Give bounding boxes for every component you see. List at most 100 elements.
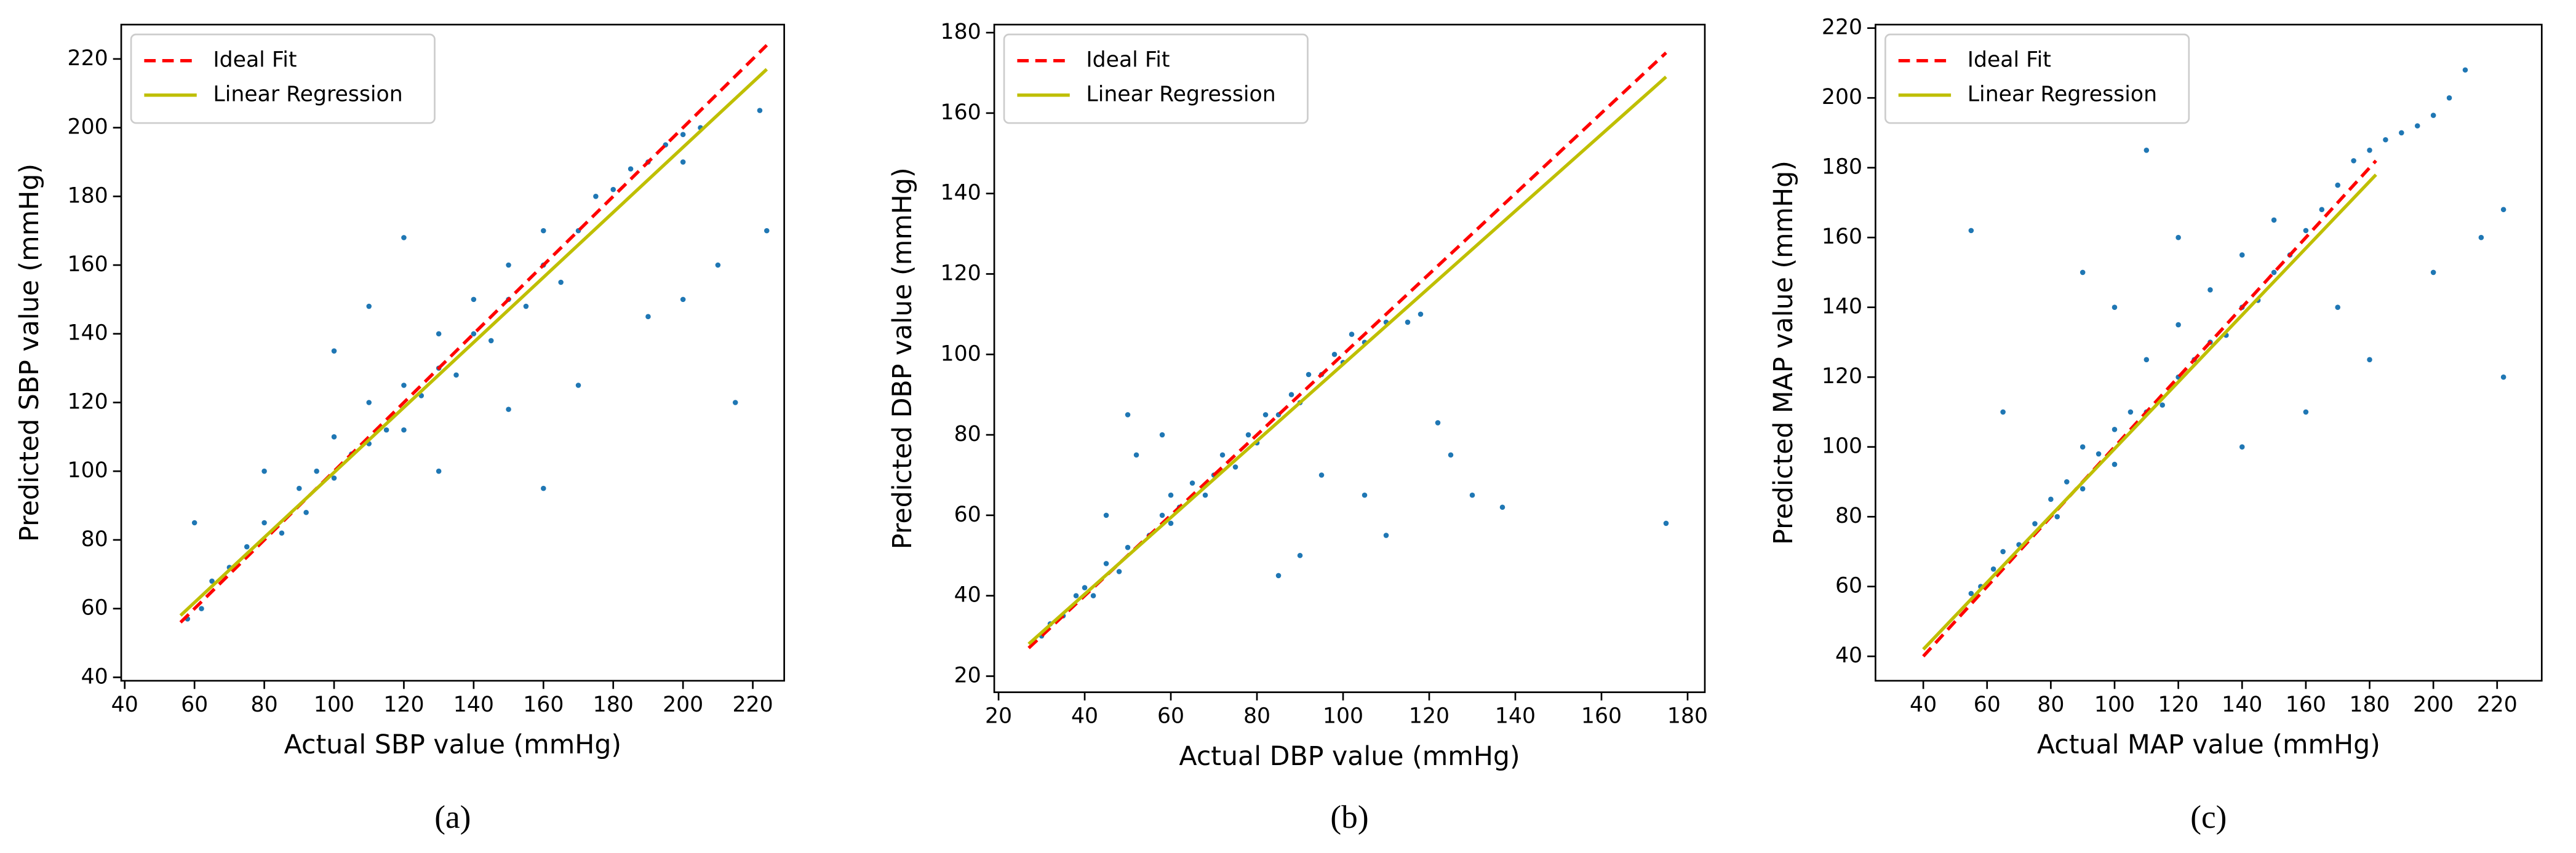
point (1448, 452, 1454, 458)
point (2111, 304, 2118, 310)
x-tick-label: 100 (2094, 692, 2135, 717)
point (764, 228, 770, 234)
point (401, 235, 407, 240)
point (2367, 148, 2372, 153)
panel: 40 60 80 100 120 140 160 180 200 220 40 60 80 100 120 1… (1768, 15, 2543, 835)
y-tick-label: 180 (941, 20, 981, 44)
x-tick-label: 160 (1581, 704, 1622, 729)
point (680, 132, 686, 138)
point (261, 468, 267, 474)
point (436, 468, 442, 474)
point (680, 159, 686, 165)
y-tick-label: 140 (941, 181, 981, 205)
y-tick-label: 40 (1835, 643, 1862, 668)
y-axis-label: Predicted SBP value (mmHg) (14, 164, 45, 542)
point (401, 427, 407, 433)
point (2032, 521, 2038, 526)
x-tick-label: 120 (1409, 704, 1449, 729)
x-tick-label: 120 (383, 692, 424, 717)
point (1090, 593, 1096, 598)
point (366, 400, 372, 405)
point (2080, 269, 2086, 276)
y-tick-label: 80 (954, 422, 981, 446)
x-tick-label: 60 (181, 692, 208, 717)
legend-text: Ideal Fit (213, 48, 297, 73)
point (1103, 561, 1109, 566)
point (471, 296, 477, 303)
point (2207, 287, 2213, 293)
point (506, 262, 511, 268)
point (383, 427, 389, 433)
point (1125, 544, 1131, 550)
point (1103, 512, 1109, 518)
x-tick-label: 60 (1974, 692, 2001, 717)
point (575, 383, 581, 388)
point (1133, 452, 1139, 458)
x-tick-label: 120 (2158, 692, 2199, 717)
point (2478, 234, 2484, 240)
point (2175, 234, 2181, 240)
y-tick-label: 120 (941, 261, 981, 285)
y-tick-label: 100 (941, 341, 981, 366)
point (2399, 130, 2404, 136)
x-tick-label: 40 (111, 692, 138, 717)
y-tick-label: 100 (68, 458, 108, 483)
x-tick-label: 200 (663, 692, 703, 717)
point (297, 485, 302, 491)
point (1968, 228, 1974, 234)
point (471, 331, 477, 337)
point (558, 279, 564, 285)
caption: (c) (2190, 798, 2227, 835)
point (2303, 409, 2309, 415)
point (2000, 549, 2006, 555)
point (610, 186, 616, 192)
point (1189, 480, 1195, 486)
point (1202, 492, 1208, 498)
point (1116, 569, 1122, 574)
x-tick-label: 140 (453, 692, 494, 717)
point (506, 407, 511, 412)
y-tick-label: 120 (1822, 364, 1862, 389)
point (199, 606, 204, 611)
point (1318, 472, 1325, 478)
y-tick-label: 60 (1835, 574, 1862, 598)
point (401, 383, 407, 388)
point (1275, 573, 1282, 579)
y-tick-label: 180 (68, 183, 108, 208)
point (2080, 444, 2086, 450)
y-tick-label: 220 (68, 46, 108, 71)
y-tick-label: 20 (954, 663, 981, 688)
point (1159, 512, 1165, 518)
point (2367, 357, 2372, 363)
y-tick-label: 220 (1822, 15, 1862, 40)
point (2271, 269, 2277, 276)
y-tick-label: 160 (68, 252, 108, 277)
x-tick-label: 80 (251, 692, 278, 717)
point (453, 372, 459, 378)
point (2430, 113, 2436, 118)
legend-box (1003, 33, 1309, 124)
point (2462, 67, 2468, 73)
legend-box (1884, 33, 2190, 124)
point (2351, 158, 2356, 164)
legend-box (130, 33, 436, 124)
point (2080, 486, 2086, 492)
point (645, 314, 651, 320)
fit-line (179, 68, 768, 617)
legend-text: Ideal Fit (1086, 48, 1170, 73)
y-tick-label: 80 (1835, 504, 1862, 528)
point (1331, 351, 1338, 357)
point (593, 194, 599, 199)
y-tick-label: 120 (68, 389, 108, 414)
point (1469, 492, 1475, 498)
point (2414, 123, 2420, 129)
point (1383, 533, 1389, 538)
point (1349, 331, 1355, 337)
point (2143, 148, 2150, 153)
x-tick-label: 100 (314, 692, 354, 717)
point (1082, 585, 1088, 590)
point (2335, 304, 2340, 310)
point (1968, 590, 1974, 597)
